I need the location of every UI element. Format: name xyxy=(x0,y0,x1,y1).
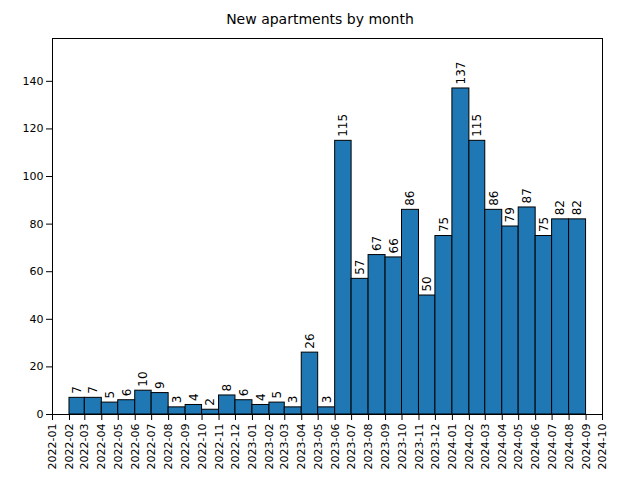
svg-text:10: 10 xyxy=(136,371,150,386)
svg-text:79: 79 xyxy=(503,207,517,222)
svg-text:67: 67 xyxy=(370,236,384,251)
svg-text:2024-03: 2024-03 xyxy=(479,424,492,470)
svg-text:7: 7 xyxy=(86,386,100,394)
svg-text:2024-04: 2024-04 xyxy=(496,424,509,470)
svg-text:87: 87 xyxy=(520,188,534,203)
svg-text:2022-02: 2022-02 xyxy=(63,424,76,470)
svg-text:2022-01: 2022-01 xyxy=(46,424,59,470)
svg-text:7: 7 xyxy=(70,386,84,394)
svg-text:0: 0 xyxy=(37,408,44,421)
svg-text:4: 4 xyxy=(187,393,201,401)
svg-text:5: 5 xyxy=(270,391,284,399)
svg-text:57: 57 xyxy=(353,260,367,275)
svg-text:82: 82 xyxy=(553,200,567,215)
svg-text:2023-12: 2023-12 xyxy=(429,424,442,470)
svg-text:2024-06: 2024-06 xyxy=(529,424,542,470)
svg-text:115: 115 xyxy=(336,114,350,137)
svg-text:2022-03: 2022-03 xyxy=(78,424,91,470)
svg-text:66: 66 xyxy=(387,238,401,253)
svg-text:2022-05: 2022-05 xyxy=(112,424,125,470)
svg-text:2023-01: 2023-01 xyxy=(246,424,259,470)
svg-text:2022-12: 2022-12 xyxy=(229,424,242,470)
svg-text:5: 5 xyxy=(103,391,117,399)
svg-text:2022-08: 2022-08 xyxy=(162,424,175,470)
svg-text:8: 8 xyxy=(220,384,234,392)
svg-text:3: 3 xyxy=(286,396,300,404)
svg-text:6: 6 xyxy=(237,389,251,397)
svg-text:2: 2 xyxy=(203,398,217,406)
svg-text:75: 75 xyxy=(437,217,451,232)
svg-text:120: 120 xyxy=(23,122,44,135)
svg-text:137: 137 xyxy=(454,62,468,85)
svg-text:2023-03: 2023-03 xyxy=(278,424,291,470)
svg-text:6: 6 xyxy=(120,389,134,397)
svg-text:60: 60 xyxy=(30,265,44,278)
svg-text:2024-07: 2024-07 xyxy=(546,424,559,470)
svg-text:2024-02: 2024-02 xyxy=(463,424,476,470)
svg-text:3: 3 xyxy=(170,396,184,404)
svg-text:2024-09: 2024-09 xyxy=(580,424,593,470)
svg-text:2023-07: 2023-07 xyxy=(345,424,358,470)
svg-text:26: 26 xyxy=(303,333,317,348)
svg-text:75: 75 xyxy=(537,217,551,232)
svg-text:2024-05: 2024-05 xyxy=(512,424,525,470)
svg-text:140: 140 xyxy=(23,75,44,88)
svg-text:100: 100 xyxy=(23,170,44,183)
svg-text:40: 40 xyxy=(30,313,44,326)
svg-text:86: 86 xyxy=(403,191,417,206)
svg-text:4: 4 xyxy=(254,393,268,401)
svg-text:20: 20 xyxy=(30,360,44,373)
svg-text:2022-04: 2022-04 xyxy=(95,424,108,470)
svg-text:115: 115 xyxy=(470,114,484,137)
svg-text:50: 50 xyxy=(420,276,434,291)
svg-text:2023-05: 2023-05 xyxy=(312,424,325,470)
svg-text:2023-06: 2023-06 xyxy=(329,424,342,470)
svg-text:3: 3 xyxy=(320,396,334,404)
svg-text:2023-04: 2023-04 xyxy=(295,424,308,470)
svg-text:2023-09: 2023-09 xyxy=(379,424,392,470)
svg-text:2023-02: 2023-02 xyxy=(263,424,276,470)
svg-text:2022-06: 2022-06 xyxy=(129,424,142,470)
svg-text:2023-10: 2023-10 xyxy=(396,424,409,470)
svg-text:82: 82 xyxy=(570,200,584,215)
svg-text:80: 80 xyxy=(30,218,44,231)
svg-text:2023-08: 2023-08 xyxy=(362,424,375,470)
svg-text:2022-09: 2022-09 xyxy=(179,424,192,470)
svg-text:2024-08: 2024-08 xyxy=(563,424,576,470)
svg-text:2024-10: 2024-10 xyxy=(596,424,609,470)
svg-text:2022-07: 2022-07 xyxy=(145,424,158,470)
svg-text:2024-01: 2024-01 xyxy=(446,424,459,470)
svg-text:2022-10: 2022-10 xyxy=(196,424,209,470)
svg-text:2022-11: 2022-11 xyxy=(213,424,226,470)
html-text:New apartments by month: New apartments by month xyxy=(226,11,414,27)
svg-text:2023-11: 2023-11 xyxy=(413,424,426,470)
svg-text:86: 86 xyxy=(487,191,501,206)
svg-text:9: 9 xyxy=(153,381,167,389)
